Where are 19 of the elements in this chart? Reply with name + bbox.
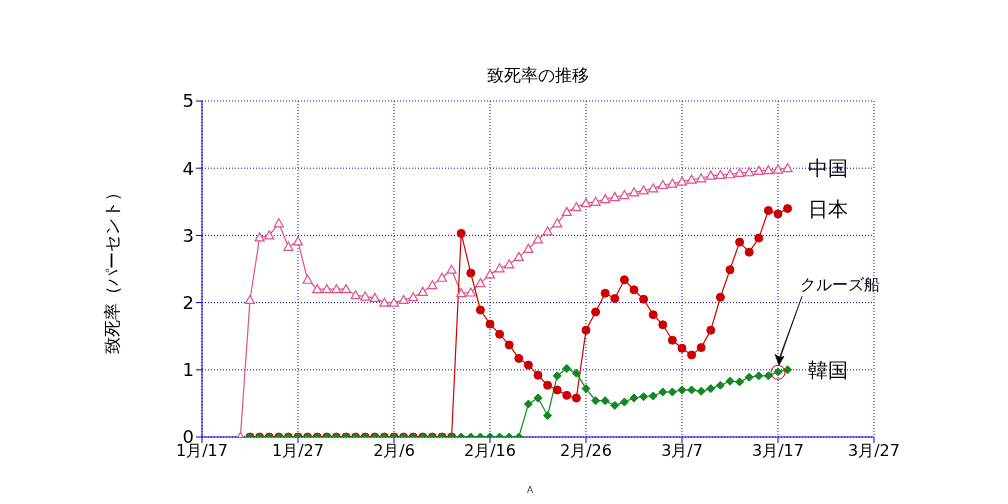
x-tick-label: 2月/26	[560, 441, 612, 461]
text: A	[526, 485, 534, 495]
y-tick-label: 5	[182, 90, 194, 112]
series-label: 韓国	[807, 357, 848, 382]
x-tick-label: 2月/6	[373, 441, 415, 461]
chart-title: 致死率の推移	[487, 65, 589, 85]
y-tick-label: 4	[182, 157, 194, 179]
y-tick-label: 3	[182, 224, 194, 246]
x-tick-label: 3月/7	[661, 441, 703, 461]
x-tick-label: 2月/16	[464, 441, 516, 461]
x-tick-label: 1月/27	[272, 441, 324, 461]
y-tick-label: 1	[182, 359, 194, 381]
x-tick-label: 3月/27	[848, 441, 900, 461]
series-label: 日本	[807, 196, 848, 221]
annotation: クルーズ船	[800, 275, 880, 295]
y-tick-label: 2	[182, 291, 194, 313]
x-tick-label: 3月/17	[752, 441, 804, 461]
y-axis-title: 致死率（パーセント）	[102, 184, 123, 354]
series-label: 中国	[807, 156, 848, 181]
